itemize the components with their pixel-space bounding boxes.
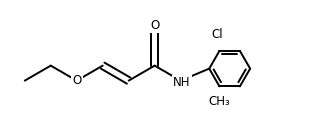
Text: O: O bbox=[150, 19, 159, 32]
Text: O: O bbox=[72, 74, 81, 87]
Text: Cl: Cl bbox=[211, 28, 223, 41]
Text: CH₃: CH₃ bbox=[209, 95, 230, 108]
Text: NH: NH bbox=[173, 76, 190, 89]
